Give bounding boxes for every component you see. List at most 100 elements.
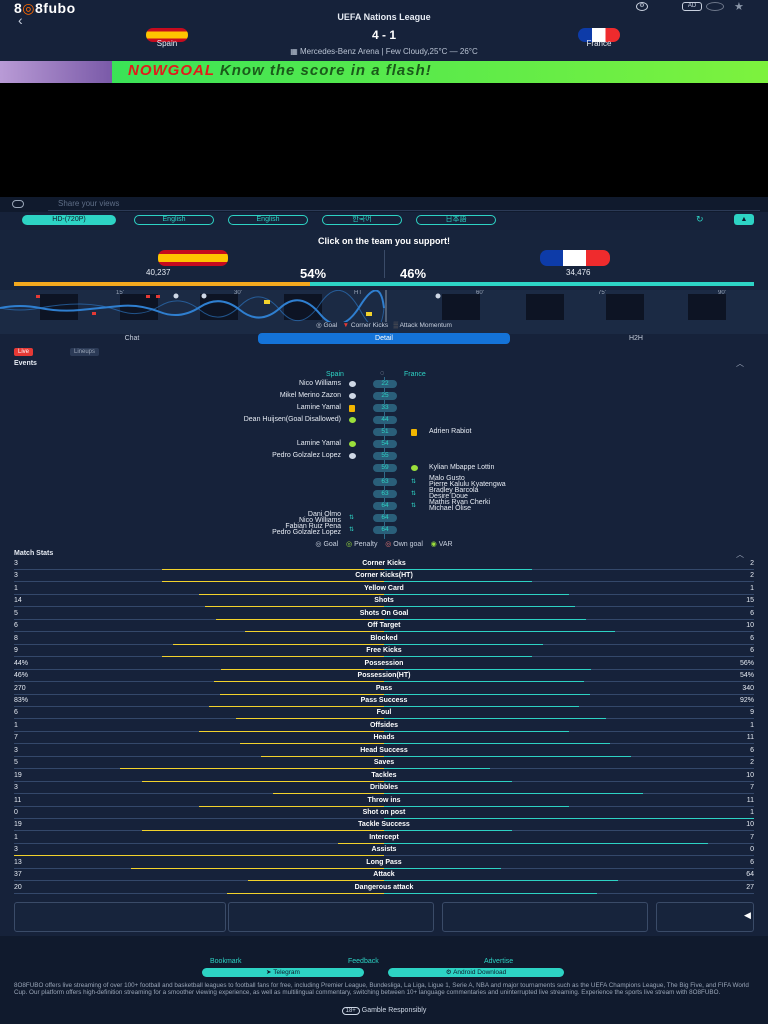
event-minute: 51 [373,428,397,436]
stat-row: 44% Possession 56% [0,660,768,674]
quality-select[interactable]: HD-(720P) [22,215,116,225]
whistle-icon: ◌ [380,370,385,377]
language-option-2[interactable]: English [228,215,308,225]
advertise-link[interactable]: Advertise [484,958,514,965]
live-toggle[interactable]: Live [14,348,34,356]
away-team-name[interactable]: France [586,39,612,48]
stat-away-bar [384,581,532,583]
tab-detail[interactable]: Detail [258,333,510,344]
stat-row: 13 Long Pass 6 [0,859,768,873]
stat-away-value: 54% [739,672,754,680]
event-away-player: Mathis Ryan Cherki Michael Olise [429,499,491,512]
event-home-player: Dani Olmo Nico Williams [299,511,341,524]
stat-row: 3 Corner Kicks 2 [0,560,768,574]
share-icon[interactable] [706,2,724,11]
settings-icon[interactable]: ⚙ [636,2,648,11]
language-option-4[interactable]: 日本語 [416,215,496,225]
stat-name: Heads [373,734,395,742]
tab-h2h[interactable]: H2H [628,335,643,342]
event-home-player: Dean Huijsen(Goal Disallowed) [243,416,341,423]
lineups-toggle[interactable]: Lineups [70,348,100,356]
stat-home-value: 3 [14,846,18,854]
stat-home-value: 3 [14,784,18,792]
language-option-3[interactable]: 한국어 [322,215,402,225]
support-france-flag-icon[interactable] [540,250,610,266]
match-score: 4 - 1 [371,28,396,42]
chat-toggle-icon[interactable] [12,200,24,208]
momentum-graph: 15' 30' HT 60' 75' 90' [0,290,768,322]
stat-away-value: 1 [750,721,754,729]
stat-away-bar [384,668,592,670]
favorite-star-icon[interactable]: ★ [734,1,744,13]
stat-row: 1 Offsides 1 [0,721,768,736]
carousel-card[interactable] [14,902,226,932]
carousel-prev-icon[interactable]: ◀ [744,910,751,920]
stat-row: 9 Free Kicks 6 [0,647,768,661]
stats-collapse-icon[interactable]: ︿ [736,550,744,559]
stat-name: Attack [373,871,395,879]
video-player[interactable] [0,83,768,197]
stat-away-value: 2 [750,560,754,567]
stat-away-value: 64 [746,871,754,879]
stat-away-bar [384,743,611,745]
nowgoal-ad-banner[interactable]: NOWGOAL Know the score in a flash! [0,61,768,83]
stat-row: 3 Corner Kicks(HT) 2 [0,572,768,586]
substitution-icon: ⇅ [349,515,355,521]
site-logo[interactable]: 8◎8fubo [14,0,76,16]
stat-away-value: 6 [750,647,754,655]
stat-row: 5 Shots On Goal 6 [0,609,768,624]
stat-row: 5 Saves 2 [0,759,768,773]
carousel-card[interactable] [656,902,754,932]
stat-home-value: 46% [14,672,29,680]
card-marker [366,312,372,316]
telegram-button[interactable]: ➤ Telegram [202,968,364,977]
stat-home-value: 19 [14,821,22,829]
events-collapse-icon[interactable]: ︿ [736,359,744,368]
carousel-card[interactable] [442,902,648,932]
stat-home-bar [199,805,384,807]
stat-home-value: 5 [14,609,18,617]
stat-away-value: 11 [746,796,754,804]
share-views-input[interactable]: Share your views [58,199,120,208]
event-away-player: Adrien Rabiot [429,428,472,435]
stat-name: Throw ins [367,796,401,804]
substitution-icon: ⇅ [349,527,355,533]
refresh-icon[interactable]: ↻ [696,214,704,224]
spain-flag-icon[interactable] [146,28,188,42]
carousel-card[interactable] [228,902,434,932]
event-home-player: Lamine Yamal [296,440,341,447]
event-row: 55 Pedro Golzalez Lopez [0,452,768,461]
stat-row: 11 Throw ins 11 [0,796,768,811]
support-spain-flag-icon[interactable] [158,250,228,266]
corner-marker [146,295,150,298]
bookmark-link[interactable]: Bookmark [210,958,242,965]
stat-row: 19 Tackle Success 10 [0,821,768,835]
language-option-1[interactable]: English [134,215,214,225]
france-flag-icon[interactable] [578,28,620,42]
comment-divider [48,210,760,211]
tab-chat[interactable]: Chat [124,335,140,342]
home-team-name[interactable]: Spain [156,39,178,48]
stat-away-bar [384,755,631,757]
feedback-link[interactable]: Feedback [348,958,379,965]
stat-away-value: 6 [750,746,754,754]
collapse-icon[interactable]: ▲ [734,214,754,225]
event-row: 64 Mathis Ryan Cherki Michael Olise ⇅ [0,499,768,512]
stat-away-value: 9 [750,709,754,717]
stat-away-value: 92% [739,696,754,704]
android-download-button[interactable]: ⚙ Android Download [388,968,564,977]
event-row: 64 Fabian Ruiz Pena Pedro Golzalez Lopez ⇅ [0,523,768,536]
event-minute: 22 [373,380,397,388]
stat-away-value: 10 [746,821,754,829]
event-row: 33 Lamine Yamal [0,404,768,413]
attack-momentum-chart: 15' 30' HT 60' 75' 90' ◎ Goal ▼ Corner K… [0,290,768,334]
events-home-label: Spain [326,371,344,378]
stat-row: 37 Attack 64 [0,871,768,885]
stat-home-value: 11 [14,796,22,804]
back-arrow-icon[interactable]: ‹ [18,12,23,28]
stat-home-bar [226,892,384,894]
ad-toggle-icon[interactable]: AD [682,2,702,11]
match-header: 8◎8fubo ‹ UEFA Nations League Spain 4 - … [0,0,768,60]
card-marker [264,300,270,304]
goal-legend-icon: ◎ [316,322,322,329]
